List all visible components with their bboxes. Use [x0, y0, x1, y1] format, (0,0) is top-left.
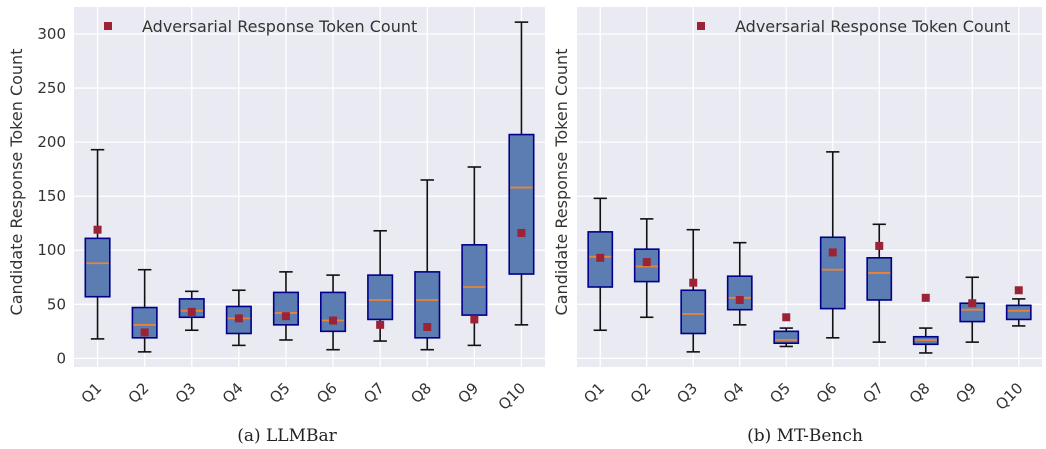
adversarial-marker [470, 315, 479, 324]
adversarial-marker [93, 225, 102, 234]
adversarial-marker [782, 313, 791, 322]
iqr-box [819, 236, 846, 310]
box-q10 [1005, 286, 1032, 327]
x-tick-label: Q3 [673, 379, 701, 407]
x-tick-label: Q4 [720, 379, 748, 407]
x-tick-label: Q5 [766, 379, 794, 407]
iqr-box [866, 257, 893, 301]
x-tick-label: Q10 [992, 379, 1027, 414]
box-q7 [866, 223, 893, 343]
box-q3 [178, 290, 205, 332]
adversarial-marker [875, 241, 884, 250]
box-q5 [773, 313, 800, 348]
iqr-box [461, 244, 488, 316]
y-tick-label: 250 [37, 79, 66, 97]
adversarial-marker [968, 299, 977, 308]
y-tick-label: 300 [37, 25, 66, 43]
x-tick-label: Q10 [495, 379, 530, 414]
adversarial-marker [281, 312, 290, 321]
adversarial-marker [828, 248, 837, 257]
y-tick-label: 50 [47, 295, 66, 313]
box-q9 [959, 276, 986, 343]
x-tick-label: Q4 [219, 379, 247, 407]
x-tick-label: Q5 [266, 379, 294, 407]
y-axis-title-mt-bench: Candidate Response Token Count [552, 49, 571, 316]
adversarial-marker [596, 253, 605, 262]
box-q10 [508, 21, 535, 326]
iqr-box [225, 305, 252, 335]
x-tick-label: Q9 [454, 379, 482, 407]
box-q5 [272, 271, 299, 341]
legend-marker-llmbar [104, 22, 112, 30]
adversarial-marker [187, 307, 196, 316]
adversarial-marker [329, 316, 338, 325]
box-q6 [819, 151, 846, 339]
iqr-box [680, 289, 707, 335]
x-tick-label: Q6 [313, 379, 341, 407]
adversarial-marker [921, 293, 930, 302]
adversarial-marker [689, 278, 698, 287]
box-q8 [912, 293, 939, 354]
box-q6 [320, 274, 347, 351]
adversarial-marker [642, 258, 651, 267]
adversarial-marker [140, 328, 149, 337]
x-tick-label: Q2 [125, 379, 153, 407]
x-tick-label: Q1 [580, 379, 608, 407]
iqr-box [367, 274, 394, 321]
adversarial-marker [376, 320, 385, 329]
legend-label-llmbar: Adversarial Response Token Count [142, 17, 417, 36]
caption-llmbar: (a) LLMBar [237, 426, 337, 446]
iqr-box [508, 133, 535, 275]
x-tick-label: Q3 [172, 379, 200, 407]
x-tick-label: Q9 [952, 379, 980, 407]
panel-llmbar: 0 50 100 150 200 250 300 Q1 Q2 Q3 Q4 Q5 Q6 Q7 Q8 Q9 Q10 [37, 7, 545, 414]
iqr-box [726, 275, 753, 311]
adversarial-marker [735, 295, 744, 304]
x-tick-label: Q1 [78, 379, 106, 407]
caption-mt-bench: (b) MT-Bench [747, 426, 863, 446]
box-q8 [414, 179, 441, 351]
y-axis-title-llmbar: Candidate Response Token Count [7, 49, 26, 316]
x-tick-label: Q6 [813, 379, 841, 407]
panel-mt-bench: Q1 Q2 Q3 Q4 Q5 Q6 Q7 Q8 Q9 Q10 [577, 7, 1042, 414]
iqr-box [773, 330, 800, 345]
y-tick-label: 0 [56, 349, 66, 367]
box-q4 [726, 241, 753, 326]
box-q2 [131, 268, 158, 353]
iqr-box [1005, 304, 1032, 321]
x-tick-label: Q2 [627, 379, 655, 407]
legend-label-mt-bench: Adversarial Response Token Count [735, 17, 1010, 36]
adversarial-marker [1014, 286, 1023, 295]
adversarial-marker [423, 323, 432, 331]
adversarial-marker [234, 314, 243, 323]
box-q3 [680, 228, 707, 353]
box-q7 [367, 229, 394, 342]
x-tick-label: Q8 [906, 379, 934, 407]
x-tick-label: Q8 [407, 379, 435, 407]
box-q4 [225, 289, 252, 347]
adversarial-marker [517, 228, 526, 237]
iqr-box [320, 291, 347, 333]
x-tick-label: Q7 [360, 379, 388, 407]
x-tick-label: Q7 [859, 379, 887, 407]
y-tick-label: 150 [37, 187, 66, 205]
box-q1 [84, 148, 111, 340]
box-q9 [461, 166, 488, 347]
legend-marker-mt-bench [697, 22, 705, 30]
box-q1 [587, 197, 614, 332]
y-tick-label: 200 [37, 133, 66, 151]
box-q2 [633, 218, 660, 319]
iqr-box [84, 237, 111, 298]
y-tick-label: 100 [37, 241, 66, 259]
